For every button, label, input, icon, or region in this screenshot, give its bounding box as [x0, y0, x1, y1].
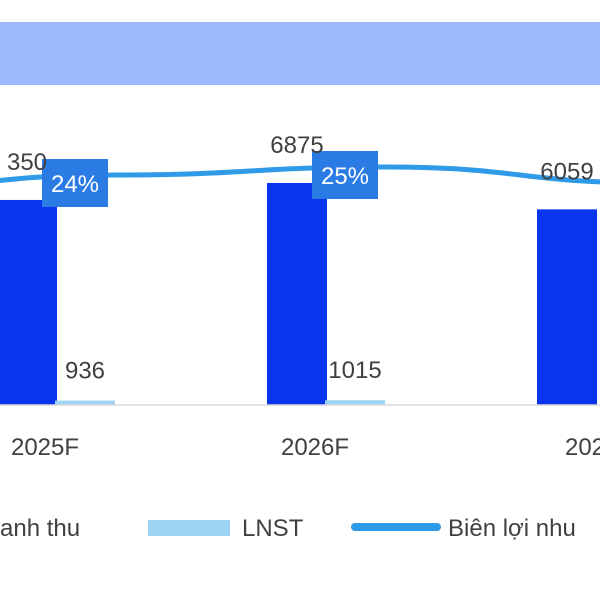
- margin-badge-label: 25%: [321, 163, 369, 190]
- legend-margin-label: Biên lợi nhu: [448, 515, 576, 542]
- header-band: [0, 22, 600, 85]
- x-tick-label: 2025F: [11, 434, 79, 461]
- legend-lnst-swatch: [148, 520, 230, 536]
- margin-line: [0, 164, 600, 185]
- legend: anh thu LNST Biên lợi nhu: [0, 515, 576, 542]
- legend-revenue-label: anh thu: [0, 515, 80, 542]
- margin-badge: [42, 159, 108, 207]
- bar-revenue-2026F: [267, 183, 327, 405]
- bar-revenue-202: [537, 209, 597, 405]
- bar-lnst-2025F: [55, 400, 115, 405]
- bar-revenue-label: 6059: [540, 158, 593, 185]
- bars-layer: [0, 183, 597, 405]
- bar-revenue-label: 350: [7, 149, 47, 176]
- bar-revenue-label: 6875: [270, 132, 323, 159]
- bar-lnst-2026F: [325, 400, 385, 405]
- line-layer: 24% 25%: [0, 151, 600, 207]
- bar-lnst-label: 936: [65, 358, 105, 385]
- bar-revenue-2025F: [0, 199, 57, 405]
- x-tick-label: 202: [565, 434, 600, 461]
- margin-badge-label: 24%: [51, 171, 99, 198]
- labels-layer: 350 936 6875 1015 6059: [7, 132, 594, 385]
- legend-lnst-label: LNST: [242, 515, 304, 542]
- margin-badge: [312, 151, 378, 199]
- bar-lnst-label: 1015: [328, 357, 381, 384]
- ticks-layer: 2025F 2026F 202: [11, 434, 600, 461]
- x-tick-label: 2026F: [281, 434, 349, 461]
